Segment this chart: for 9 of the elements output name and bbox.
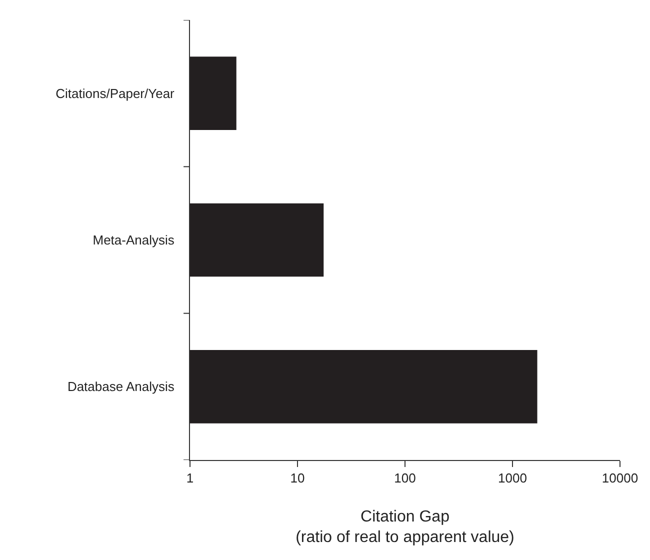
y-tick-label: Database Analysis xyxy=(67,379,175,394)
x-tick-label: 100 xyxy=(394,470,416,486)
x-tick-label: 10 xyxy=(290,470,305,486)
x-tick-label: 1 xyxy=(186,470,194,486)
x-tick-label: 10000 xyxy=(602,470,638,486)
x-tick-label: 1000 xyxy=(498,470,527,486)
x-axis-title: Citation Gap (ratio of real to apparent value) xyxy=(296,508,514,546)
y-tick-label: Citations/Paper/Year xyxy=(56,86,176,101)
y-tick-label: Meta-Analysis xyxy=(92,232,175,248)
